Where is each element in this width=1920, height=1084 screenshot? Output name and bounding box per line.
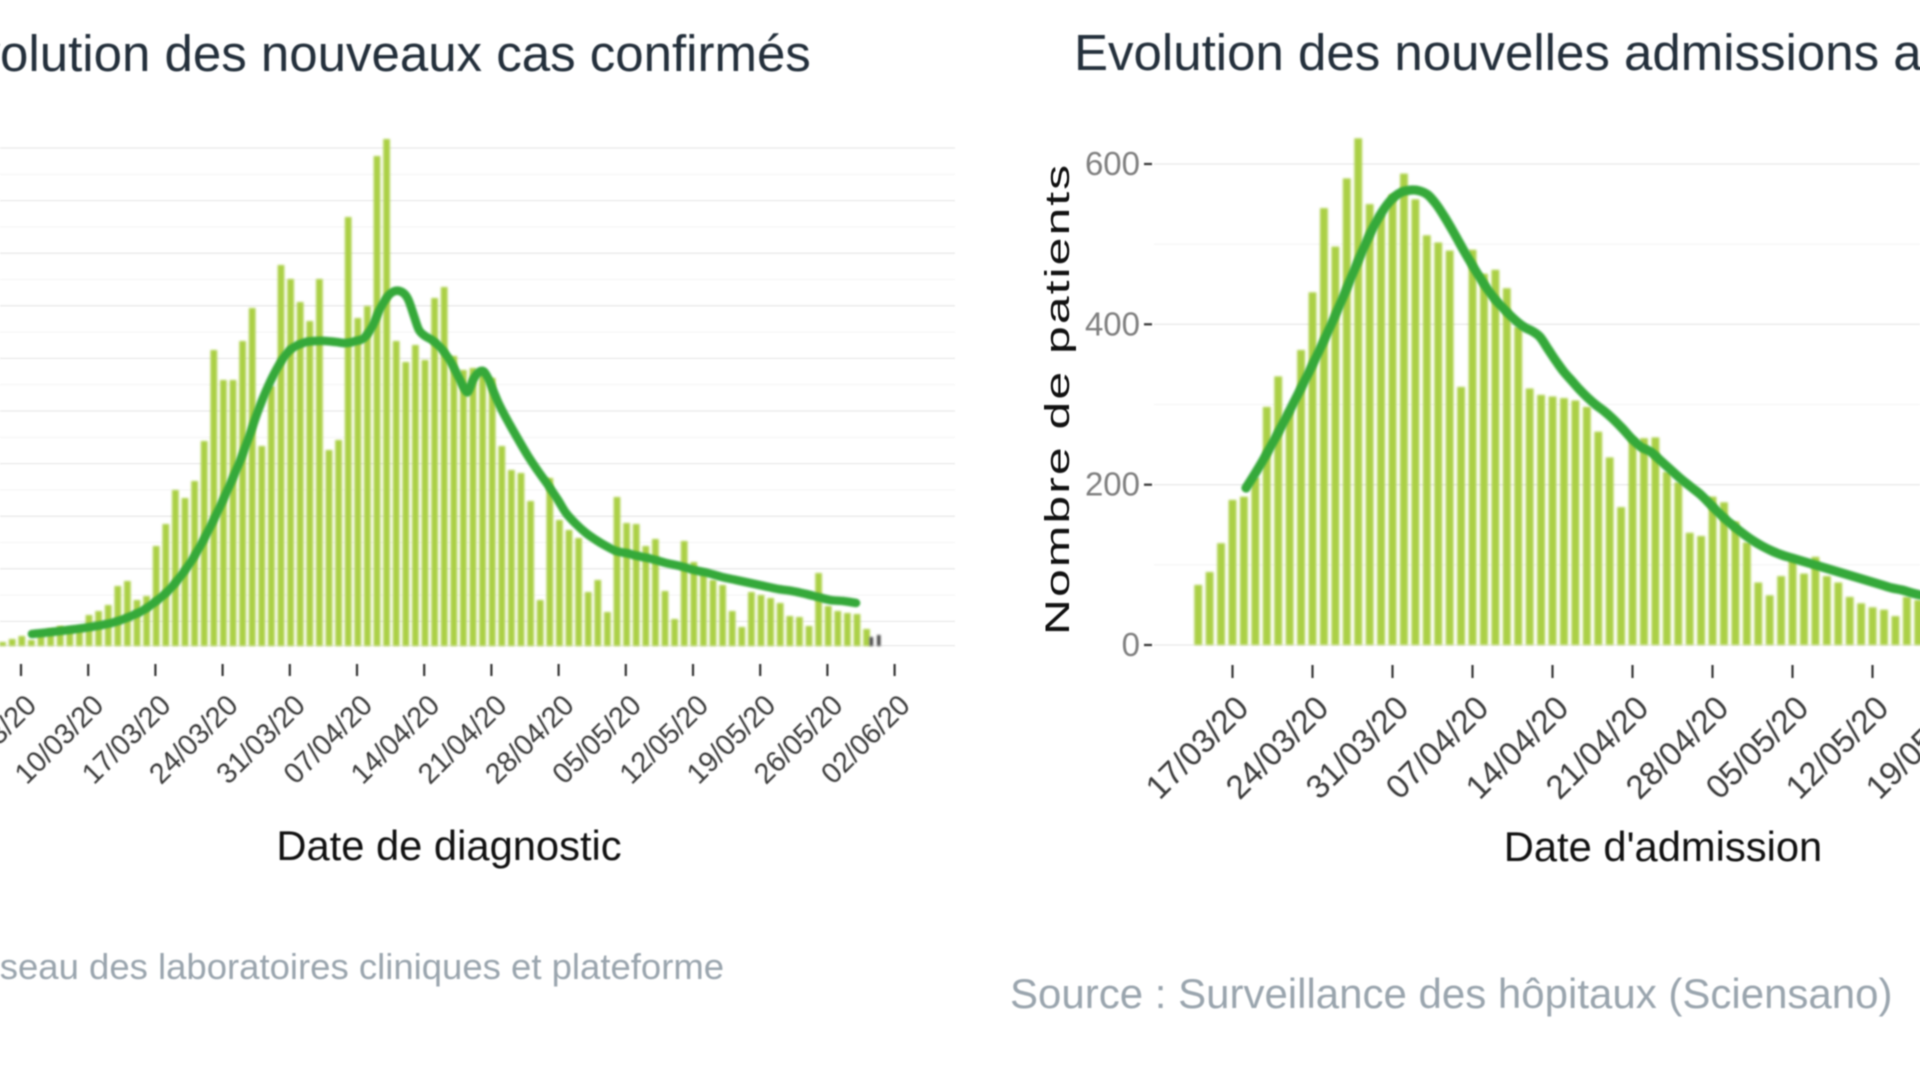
svg-text:200: 200 — [1085, 466, 1140, 503]
svg-text:Date de diagnostic: Date de diagnostic — [276, 822, 621, 869]
svg-text:600: 600 — [1085, 145, 1140, 182]
svg-text:0: 0 — [1122, 626, 1140, 663]
svg-text:Source : Réseau des laboratoir: Source : Réseau des laboratoires cliniqu… — [0, 946, 724, 987]
svg-text:Source : Surveillance des hôpi: Source : Surveillance des hôpitaux (Scie… — [1010, 970, 1893, 1017]
svg-text:Evolution des nouveaux cas con: Evolution des nouveaux cas confirmés — [0, 25, 811, 82]
svg-text:400: 400 — [1085, 305, 1140, 342]
svg-text:Evolution des nouvelles admiss: Evolution des nouvelles admissions aux h… — [1074, 24, 1920, 81]
svg-text:Date d'admission: Date d'admission — [1504, 823, 1822, 870]
svg-text:Nombre de patients: Nombre de patients — [1039, 163, 1077, 635]
